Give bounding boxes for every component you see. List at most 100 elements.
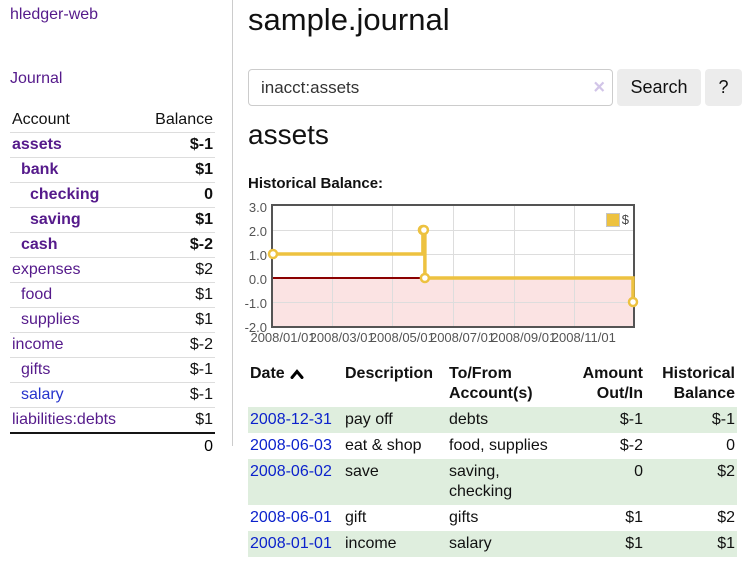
- tx-date-link[interactable]: 2008-12-31: [250, 411, 332, 428]
- x-tick-label: 2008/09/01: [491, 330, 556, 345]
- tx-balance: $-1: [645, 407, 737, 433]
- account-name-cell: cash: [10, 233, 140, 258]
- account-name-cell: gifts: [10, 358, 140, 383]
- register-header-to-from-account-s-: To/From Account(s): [447, 360, 553, 407]
- clear-search-icon[interactable]: ×: [593, 77, 605, 97]
- sidebar-account-link[interactable]: cash: [21, 236, 57, 253]
- y-tick-label: 2.0: [227, 225, 267, 239]
- tx-date-cell: 2008-06-01: [248, 505, 343, 531]
- tx-accounts: food, supplies: [447, 433, 553, 459]
- account-name-cell: checking: [10, 183, 140, 208]
- account-row: assets$-1: [10, 133, 215, 158]
- hledger-web-app: hledger-web Journal Account Balance asse…: [0, 0, 742, 582]
- sidebar-account-link[interactable]: salary: [21, 386, 64, 403]
- accounts-header-balance: Balance: [140, 108, 215, 133]
- account-balance: $-2: [140, 333, 215, 358]
- tx-balance: $2: [645, 505, 737, 531]
- account-row: cash $-2: [10, 233, 215, 258]
- tx-amount: $-2: [553, 433, 645, 459]
- account-balance: $-2: [140, 233, 215, 258]
- tx-date-cell: 2008-01-01: [248, 531, 343, 557]
- sidebar-account-link[interactable]: income: [12, 336, 64, 353]
- tx-balance: $1: [645, 531, 737, 557]
- balance-chart: $3.02.01.00.0-1.0-2.02008/01/012008/03/0…: [248, 204, 742, 346]
- register-header-date[interactable]: Date: [248, 360, 343, 407]
- sidebar-account-link[interactable]: saving: [30, 211, 81, 228]
- help-button[interactable]: ?: [705, 69, 742, 106]
- sidebar: hledger-web Journal Account Balance asse…: [0, 0, 232, 582]
- account-name-cell: supplies: [10, 308, 140, 333]
- x-tick-label: 2008/03/01: [310, 330, 375, 345]
- sidebar-account-link[interactable]: expenses: [12, 261, 81, 278]
- tx-amount: $1: [553, 505, 645, 531]
- account-row: bank$1: [10, 158, 215, 183]
- data-point: [629, 298, 637, 306]
- account-name-cell: food: [10, 283, 140, 308]
- search-input[interactable]: [249, 70, 612, 105]
- account-name-cell: saving: [10, 208, 140, 233]
- register-header-historical-balance: Historical Balance: [645, 360, 737, 407]
- tx-description: gift: [343, 505, 447, 531]
- account-name-cell: liabilities:debts: [10, 408, 140, 434]
- account-row: gifts$-1: [10, 358, 215, 383]
- account-row: checking 0: [10, 183, 215, 208]
- data-point: [269, 250, 277, 258]
- account-row: income $-2: [10, 333, 215, 358]
- sidebar-account-link[interactable]: checking: [30, 186, 99, 203]
- tx-date-cell: 2008-06-03: [248, 433, 343, 459]
- account-balance: $1: [140, 283, 215, 308]
- x-tick-label: 2008/05/01: [370, 330, 435, 345]
- tx-accounts: debts: [447, 407, 553, 433]
- register-table: Date Description To/From Account(s) Amount …: [248, 360, 737, 557]
- account-balance: $-1: [140, 383, 215, 408]
- search-button[interactable]: Search: [617, 69, 701, 106]
- sidebar-account-link[interactable]: gifts: [21, 361, 50, 378]
- register-row: 2008-06-02savesaving, checking0$2: [248, 459, 737, 505]
- tx-date-link[interactable]: 2008-06-02: [250, 463, 332, 480]
- legend: $: [606, 212, 629, 227]
- tx-date-cell: 2008-06-02: [248, 459, 343, 505]
- y-tick-label: 3.0: [227, 201, 267, 215]
- account-balance: 0: [140, 183, 215, 208]
- register-row: 2008-01-01incomesalary$1$1: [248, 531, 737, 557]
- sidebar-account-link[interactable]: supplies: [21, 311, 80, 328]
- sidebar-account-link[interactable]: liabilities:debts: [12, 411, 116, 428]
- tx-date-link[interactable]: 2008-06-01: [250, 509, 332, 526]
- tx-date-link[interactable]: 2008-06-03: [250, 437, 332, 454]
- x-tick-label: 2008/11/01: [552, 330, 616, 345]
- y-tick-label: 1.0: [227, 249, 267, 263]
- account-balance: $1: [140, 308, 215, 333]
- account-balance: $1: [140, 408, 215, 434]
- tx-balance: $2: [645, 459, 737, 505]
- search-box: ×: [248, 69, 613, 106]
- page-title: sample.journal: [248, 0, 450, 42]
- tx-description: pay off: [343, 407, 447, 433]
- tx-date-cell: 2008-12-31: [248, 407, 343, 433]
- plot-area: $: [271, 204, 635, 328]
- account-row: liabilities:debts $1: [10, 408, 215, 434]
- accounts-total-value: 0: [140, 433, 215, 460]
- sidebar-account-link[interactable]: bank: [21, 161, 58, 178]
- register-header-label: Description: [345, 365, 433, 382]
- accounts-header-account: Account: [10, 108, 140, 133]
- search-form: × Search ?: [248, 69, 742, 107]
- tx-amount: 0: [553, 459, 645, 505]
- account-balance: $2: [140, 258, 215, 283]
- sidebar-item-journal[interactable]: Journal: [10, 70, 62, 88]
- register-header-label: Date: [250, 365, 285, 382]
- register-header-description: Description: [343, 360, 447, 407]
- sidebar-account-link[interactable]: food: [21, 286, 52, 303]
- x-tick-label: 2008/01/01: [250, 330, 315, 345]
- register-header-amount-out-in: Amount Out/In: [553, 360, 645, 407]
- register-header-label: Historical Balance: [662, 365, 735, 402]
- account-row: food $1: [10, 283, 215, 308]
- app-title-link[interactable]: hledger-web: [10, 6, 98, 24]
- account-row: saving$1: [10, 208, 215, 233]
- tx-amount: $-1: [553, 407, 645, 433]
- sidebar-account-link[interactable]: assets: [12, 136, 62, 153]
- chart-title: Historical Balance:: [248, 175, 383, 192]
- register-header-label: To/From Account(s): [449, 365, 533, 402]
- account-name-cell: income: [10, 333, 140, 358]
- series-line: [273, 206, 633, 326]
- tx-date-link[interactable]: 2008-01-01: [250, 535, 332, 552]
